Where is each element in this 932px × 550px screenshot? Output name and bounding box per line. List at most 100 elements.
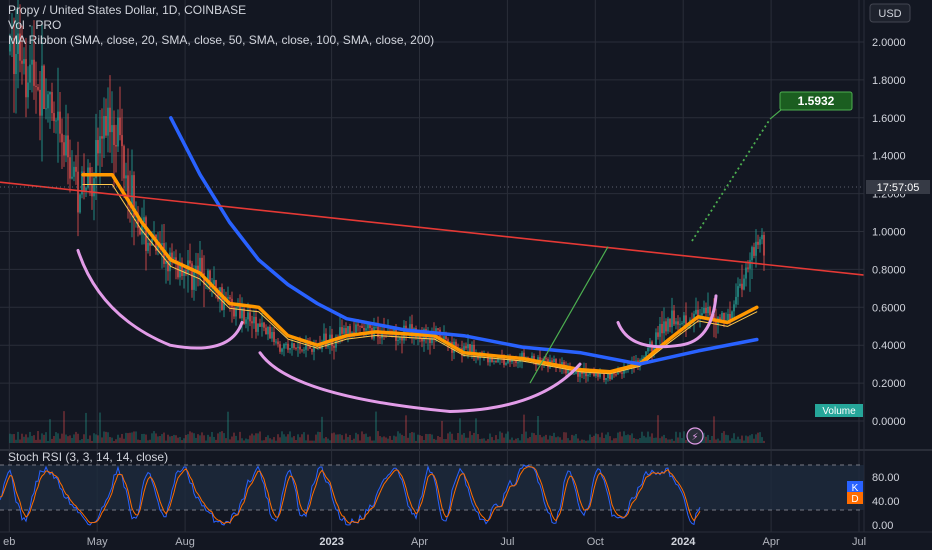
volume-bar [199,435,201,443]
volume-bar [153,431,155,443]
candle-body [259,323,261,327]
candle-body [143,217,145,223]
time-axis[interactable]: eb May Aug 2023 Apr Jul Oct 2024 Apr Jul [0,531,932,550]
volume-bar [351,440,353,443]
volume-bar [707,434,709,443]
grid [0,0,864,532]
volume-bar [467,437,469,443]
volume-bar [759,432,761,443]
candle-body [611,372,613,380]
volume-bar [721,432,723,443]
volume-bar [505,433,507,443]
candle-body [409,324,411,332]
flash-icon[interactable] [686,427,704,445]
ma50-line [82,184,758,375]
volume-bar [607,432,609,443]
volume-bar [291,437,293,443]
candle-body [11,38,13,40]
candle-body [85,187,87,192]
volume-bar [61,433,63,443]
candle-body [49,92,51,95]
candle-body [323,333,325,342]
volume-bar [599,437,601,443]
candle-body [721,312,723,320]
volume-bar [289,431,291,443]
stoch-legend[interactable]: Stoch RSI (3, 3, 14, 14, close) [8,450,168,464]
volume-bar [597,434,599,443]
candle-body [367,323,369,329]
candle-body [19,33,21,61]
volume-bar [415,440,417,443]
stoch-rsi-pane[interactable]: Stoch RSI (3, 3, 14, 14, close) 80.00 40.… [0,450,900,532]
legend-title[interactable]: Propy / United States Dollar, 1D, COINBA… [8,3,246,17]
volume-bar [487,439,489,443]
candle-body [31,59,33,65]
volume-bar [207,434,209,443]
candle-body [657,332,659,337]
candle-body [741,283,743,290]
volume-bar [627,434,629,443]
handle-drawing[interactable] [616,294,718,349]
volume-bar [149,439,151,443]
volume-bar [653,437,655,443]
candle-body [669,318,671,328]
candle-body [369,323,371,329]
legend-vol[interactable]: Vol · PRO [8,18,61,32]
candle-body [177,264,179,278]
price-axis[interactable]: USD 2.00001.80001.60001.40001.20001.0000… [686,0,932,550]
volume-bar [579,440,581,443]
cup-left-drawing[interactable] [76,248,244,350]
volume-bar [229,439,231,443]
volume-bar [159,436,161,443]
candle-body [79,194,81,213]
volume-bar [715,439,717,443]
volume-bar [561,439,563,443]
candle-body [113,125,115,146]
volume-bar [79,440,81,443]
stoch-lines [0,464,701,526]
resistance-trendline[interactable] [0,181,865,276]
stoch-tick-label: 0.00 [872,520,893,532]
candle-body [83,171,85,192]
volume-tag [815,404,863,417]
volume-bar [667,439,669,443]
target-label-box[interactable] [779,91,853,111]
candle-body [761,235,763,240]
volume-bar [309,440,311,443]
candle-body [35,85,37,88]
volume-bar [753,438,755,443]
candle-body [645,351,647,357]
volume-bar [277,434,279,443]
stoch-ticks: 80.00 40.00 0.00 [872,472,900,532]
volume-bar [411,432,413,443]
candle-body [137,213,139,229]
candle-body [123,146,125,179]
candle-body [677,321,679,325]
measure-line[interactable] [529,246,609,384]
volume-bar [105,431,107,443]
candle-body [61,133,63,143]
candle-body [125,175,127,179]
candle-body [673,310,675,325]
candle-body [567,368,569,374]
candle-body [703,307,705,314]
volume-bar [675,431,677,443]
volume-bar [15,439,17,443]
target-projection-line[interactable] [691,118,771,242]
volume-bar [569,440,571,443]
volume-bar [461,434,463,443]
target-projection[interactable]: 1.5932 [779,91,853,111]
volume-bar [483,438,485,443]
time-tick-label: Jul [852,536,866,548]
drawings[interactable] [0,108,865,414]
candle-body [469,344,471,352]
candle-body [743,278,745,290]
volume-bar [603,438,605,443]
volume-bar [537,415,539,443]
volume-bar [573,435,575,443]
candle-body [201,257,203,274]
cup-main-drawing[interactable] [258,351,582,414]
legend-ma-ribbon[interactable]: MA Ribbon (SMA, close, 20, SMA, close, 5… [8,33,434,47]
currency-button[interactable] [869,3,911,23]
